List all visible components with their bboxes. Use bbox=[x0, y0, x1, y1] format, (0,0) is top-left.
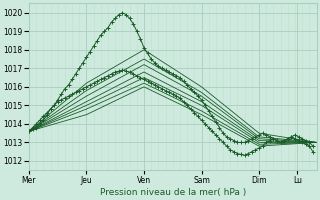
X-axis label: Pression niveau de la mer( hPa ): Pression niveau de la mer( hPa ) bbox=[100, 188, 246, 197]
